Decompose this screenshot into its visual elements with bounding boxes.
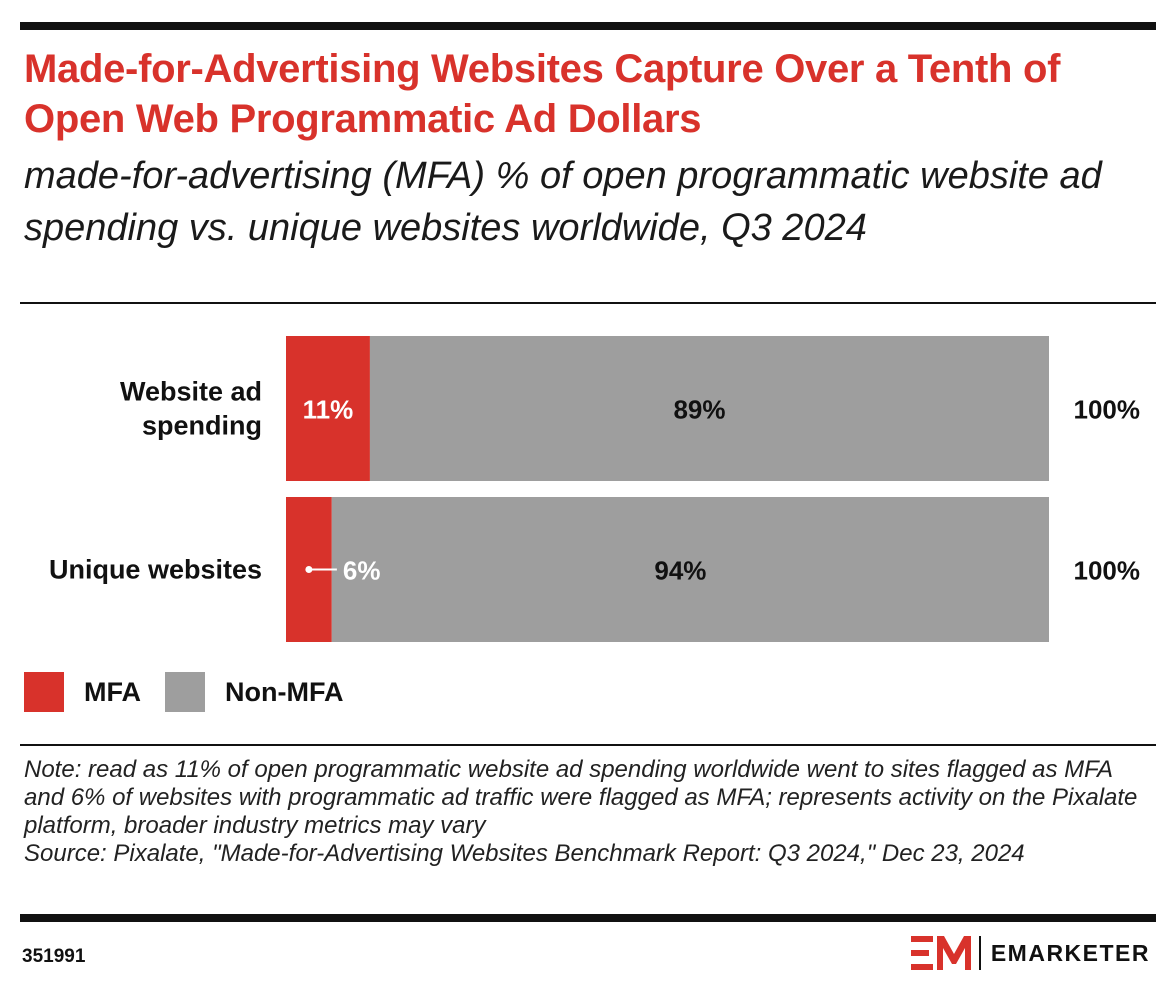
legend-label-mfa: MFA bbox=[84, 676, 141, 707]
chart-id: 351991 bbox=[22, 946, 86, 967]
bar-total-label: 100% bbox=[1074, 556, 1141, 586]
source-text: Source: Pixalate, "Made-for-Advertising … bbox=[24, 840, 1025, 867]
data-label-mfa: 6% bbox=[343, 556, 381, 586]
logo-separator bbox=[978, 936, 981, 970]
legend-label-non-mfa: Non-MFA bbox=[225, 676, 344, 707]
bar-total-label: 100% bbox=[1074, 395, 1141, 425]
note-block: Note: read as 11% of open programmatic w… bbox=[24, 756, 1154, 868]
emarketer-logo: EMARKETER bbox=[910, 936, 1150, 970]
note-divider bbox=[20, 744, 1156, 746]
category-label: Unique websites bbox=[49, 555, 262, 585]
header-divider bbox=[20, 302, 1156, 304]
note-text: Note: read as 11% of open programmatic w… bbox=[24, 756, 1138, 839]
chart-title: Made-for-Advertising Websites Capture Ov… bbox=[24, 47, 1061, 141]
category-label: Website ad bbox=[120, 377, 262, 407]
bar-segment-non-mfa bbox=[369, 336, 1049, 481]
chart-subtitle: made-for-advertising (MFA) % of open pro… bbox=[24, 155, 1102, 249]
data-label-non-mfa: 89% bbox=[673, 395, 725, 425]
bar-segment-mfa bbox=[286, 336, 370, 481]
brand-name: EMARKETER bbox=[990, 939, 1150, 966]
category-label: spending bbox=[142, 411, 262, 441]
data-label-mfa: 11% bbox=[303, 395, 354, 425]
stacked-bar-chart: Website ad spending 11% 89% 100% Unique websi… bbox=[49, 336, 1141, 642]
chart-legend: MFA Non-MFA bbox=[24, 672, 367, 712]
bar-segment-non-mfa bbox=[331, 497, 1049, 642]
top-rule bbox=[20, 22, 1156, 30]
data-label-non-mfa: 94% bbox=[654, 556, 706, 586]
legend-swatch-mfa bbox=[24, 672, 64, 712]
em-logo-icon bbox=[910, 936, 971, 970]
bottom-rule bbox=[20, 914, 1156, 922]
legend-swatch-non-mfa bbox=[165, 672, 205, 712]
